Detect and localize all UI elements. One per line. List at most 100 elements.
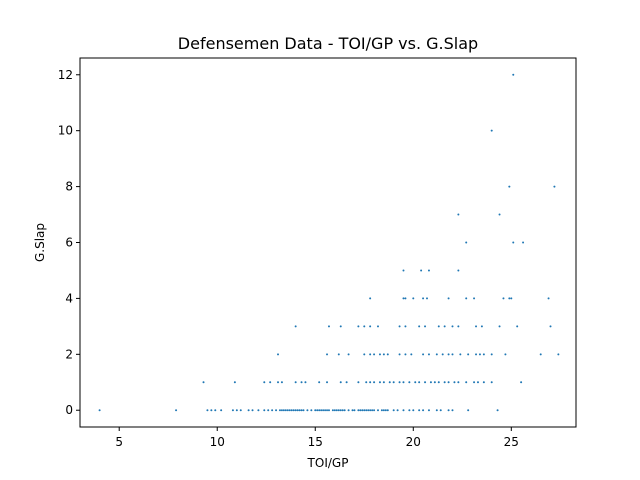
data-point-39 [331,409,334,412]
data-point-78 [233,381,236,384]
y-tick-label-4: 8 [65,180,73,194]
data-point-56 [371,409,374,412]
data-point-159 [457,325,460,328]
data-point-75 [467,409,470,412]
data-point-73 [447,409,450,412]
data-point-22 [290,409,293,412]
data-point-87 [326,381,329,384]
data-point-114 [482,381,485,384]
data-point-42 [337,409,340,412]
data-point-116 [520,381,523,384]
data-point-61 [384,409,387,412]
data-point-153 [404,325,407,328]
data-point-81 [277,381,280,384]
data-point-90 [357,381,360,384]
data-point-170 [426,297,428,300]
data-point-98 [398,381,401,384]
data-point-16 [278,409,281,412]
data-point-20 [286,409,289,412]
data-point-126 [386,353,389,356]
y-tick-label-3: 6 [65,236,73,250]
data-point-168 [412,297,415,300]
data-point-136 [459,353,462,356]
data-point-62 [386,409,389,412]
plot-area [80,58,576,427]
data-point-84 [300,381,303,384]
data-point-169 [422,297,425,300]
data-point-161 [480,325,483,328]
plot-frame [79,57,577,428]
data-point-71 [435,409,438,412]
data-point-138 [475,353,478,356]
data-point-70 [427,409,430,412]
data-point-38 [327,409,330,412]
data-point-51 [361,409,364,412]
data-point-127 [398,353,401,356]
data-point-120 [347,353,350,356]
data-point-178 [402,269,405,272]
data-point-80 [269,381,272,384]
data-point-140 [482,353,485,356]
data-point-180 [427,269,430,272]
data-point-29 [306,409,309,412]
data-point-102 [418,381,421,384]
data-point-46 [347,409,350,412]
data-point-49 [357,409,360,412]
data-point-152 [398,325,401,328]
data-point-79 [263,381,266,384]
data-point-110 [457,381,460,384]
data-point-174 [502,297,505,300]
data-point-72 [439,409,442,412]
data-point-139 [478,353,481,356]
data-point-148 [357,325,360,328]
data-point-24 [294,409,297,412]
data-point-162 [498,325,501,328]
y-tick-label-6: 12 [58,68,73,82]
data-point-99 [402,381,405,384]
data-point-10 [251,409,254,412]
data-point-96 [388,381,391,384]
data-point-103 [424,381,427,384]
data-point-160 [475,325,478,328]
x-tick-label-2: 15 [308,435,323,449]
data-point-35 [322,409,325,412]
data-point-142 [504,353,507,356]
data-point-26 [298,409,301,412]
data-point-106 [437,381,440,384]
data-point-27 [300,409,303,412]
data-point-131 [427,353,430,356]
data-point-156 [437,325,440,328]
data-point-41 [335,409,338,412]
data-point-83 [294,381,297,384]
chart-title: Defensemen Data - TOI/GP vs. G.Slap [178,34,478,53]
data-point-107 [443,381,446,384]
data-point-100 [408,381,411,384]
data-point-118 [326,353,329,356]
data-point-77 [202,381,205,384]
data-point-18 [282,409,285,412]
data-point-28 [302,409,305,412]
data-point-37 [326,409,329,412]
data-point-9 [247,409,250,412]
data-point-85 [304,381,307,384]
data-point-112 [473,381,476,384]
data-point-60 [382,409,385,412]
x-tick-label-4: 25 [504,435,519,449]
data-point-105 [433,381,436,384]
data-point-57 [373,409,376,412]
data-point-15 [275,409,278,412]
data-point-101 [414,381,417,384]
data-point-147 [339,325,342,328]
data-point-150 [369,325,372,328]
data-point-58 [376,409,379,412]
data-point-173 [473,297,476,300]
data-point-92 [369,381,372,384]
data-point-17 [280,409,283,412]
data-point-89 [345,381,348,384]
data-point-123 [373,353,376,356]
data-point-82 [280,381,283,384]
data-point-184 [522,241,525,244]
data-point-2 [206,409,209,412]
data-point-165 [369,297,372,300]
data-point-111 [465,381,468,384]
